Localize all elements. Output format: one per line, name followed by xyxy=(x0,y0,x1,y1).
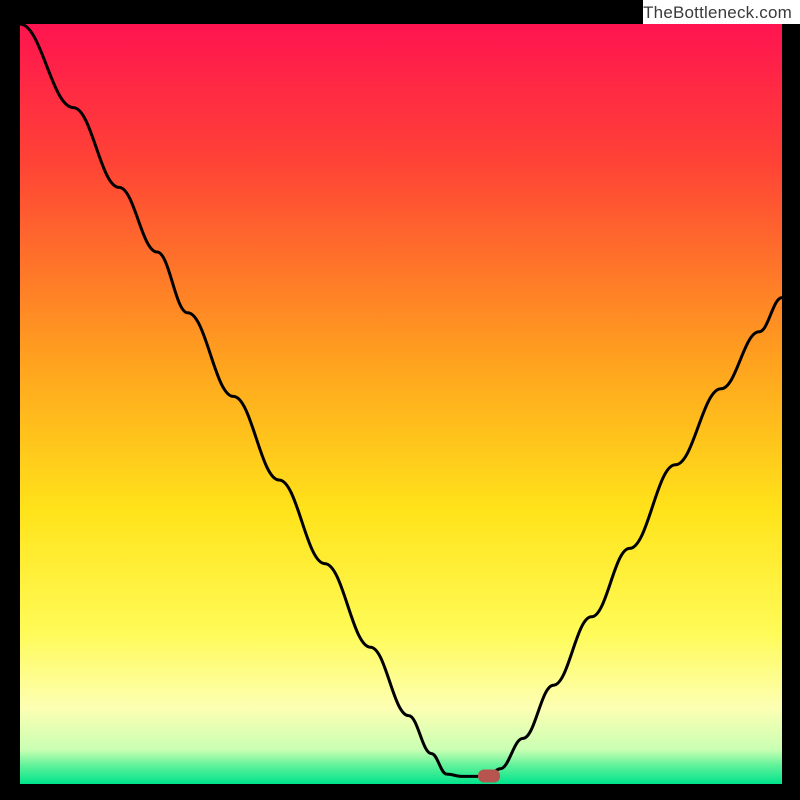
bottleneck-curve xyxy=(20,24,782,784)
optimum-marker xyxy=(478,770,500,783)
curve-path xyxy=(20,24,782,776)
optimum-marker-rect xyxy=(478,770,500,783)
chart-frame: TheBottleneck.com xyxy=(0,0,800,800)
watermark-label: TheBottleneck.com xyxy=(643,0,800,24)
plot-area xyxy=(20,24,782,784)
